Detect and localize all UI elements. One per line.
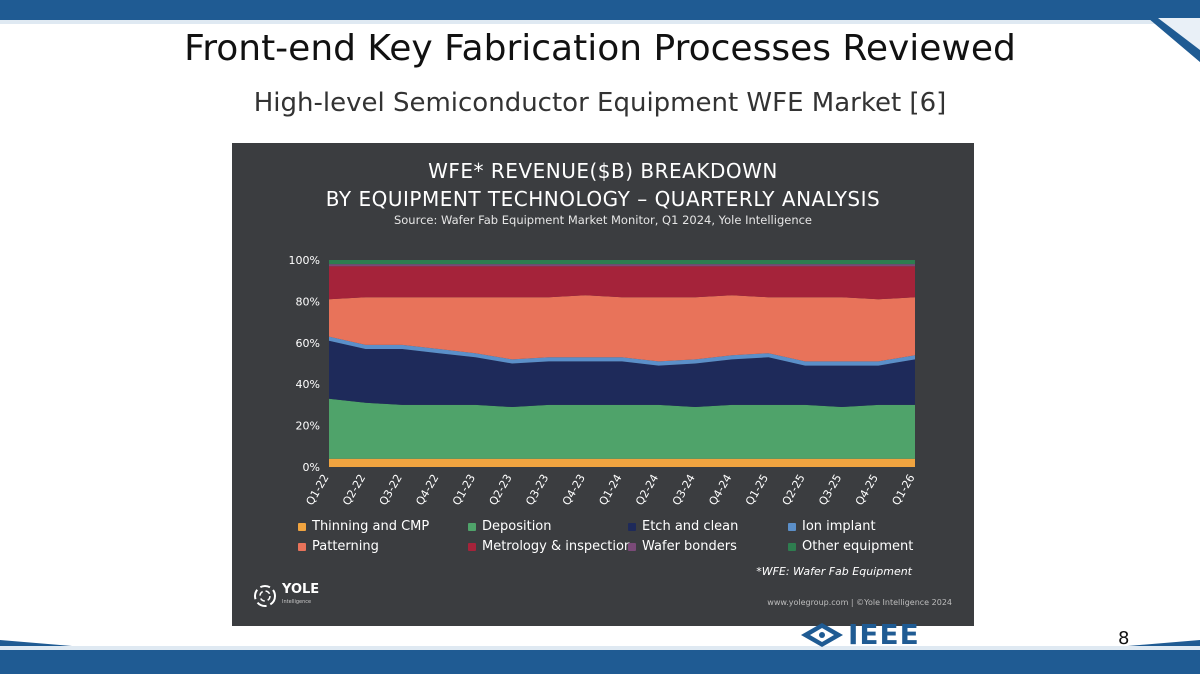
legend-swatch: [628, 522, 636, 531]
legend-label: Patterning: [312, 539, 379, 554]
x-tick-label: Q3-25: [816, 472, 844, 508]
page-number: 8: [1118, 628, 1130, 649]
ieee-logo: IEEE: [800, 618, 920, 651]
y-tick-label: 80%: [296, 295, 320, 308]
area-deposition: [329, 398, 915, 459]
x-tick-label: Q3-22: [377, 472, 405, 508]
legend-label: Wafer bonders: [642, 539, 737, 554]
slide-title: Front-end Key Fabrication Processes Revi…: [184, 28, 1016, 69]
legend-item: Other equipment: [788, 539, 913, 554]
legend-label: Other equipment: [802, 539, 914, 554]
top-band: [0, 0, 1200, 20]
slide-subtitle: High-level Semiconductor Equipment WFE M…: [253, 88, 947, 118]
area-other-equipment: [329, 260, 915, 265]
y-tick-label: 0%: [303, 461, 320, 474]
bottom-band-accent: [0, 646, 1200, 650]
bottom-band: [0, 650, 1200, 674]
ieee-diamond-icon: [801, 622, 843, 647]
legend-swatch: [788, 522, 796, 531]
area-etch-and-clean: [329, 340, 915, 407]
legend-swatch: [628, 542, 636, 551]
ieee-logo-text: IEEE: [848, 618, 920, 651]
x-tick-label: Q1-24: [597, 472, 625, 508]
x-tick-label: Q3-24: [670, 472, 698, 508]
legend-item: Patterning: [298, 539, 379, 554]
area-thinning-and-cmp: [329, 458, 915, 467]
x-tick-label: Q4-25: [853, 472, 881, 508]
legend-label: Metrology & inspection: [482, 539, 633, 554]
x-tick-label: Q4-24: [706, 472, 734, 508]
legend-swatch: [468, 522, 476, 531]
x-tick-label: Q1-25: [743, 472, 771, 508]
area-patterning: [329, 295, 915, 362]
x-tick-label: Q2-24: [633, 472, 661, 508]
legend-item: Metrology & inspection: [468, 539, 632, 554]
legend-item: Thinning and CMP: [298, 519, 429, 534]
x-tick-label: Q1-26: [890, 472, 918, 508]
chart-title-line2: BY EQUIPMENT TECHNOLOGY – QUARTERLY ANAL…: [325, 187, 881, 211]
yole-logo-sub: Intelligence: [282, 599, 312, 605]
yole-logo: YOLE Intelligence: [252, 583, 319, 609]
legend-swatch: [298, 522, 306, 531]
legend-label: Thinning and CMP: [312, 519, 430, 534]
yole-logo-text: YOLE: [282, 582, 320, 597]
y-tick-label: 40%: [296, 378, 320, 391]
area-metrology-inspection: [329, 266, 915, 300]
chart-title-line1: WFE* REVENUE($B) BREAKDOWN: [428, 159, 778, 183]
x-tick-label: Q3-23: [523, 472, 551, 508]
legend-label: Deposition: [482, 519, 552, 534]
x-tick-label: Q4-23: [560, 472, 588, 508]
legend-label: Etch and clean: [642, 519, 739, 534]
legend-item: Wafer bonders: [628, 539, 737, 554]
chart-source: Source: Wafer Fab Equipment Market Monit…: [393, 213, 813, 227]
top-band-accent: [0, 20, 1200, 24]
legend-swatch: [788, 542, 796, 551]
chart-credit: www.yolegroup.com | ©Yole Intelligence 2…: [767, 598, 952, 607]
y-tick-label: 20%: [296, 420, 320, 433]
legend-item: Ion implant: [788, 519, 876, 534]
area-ion-implant: [329, 336, 915, 366]
x-tick-label: Q2-22: [340, 472, 368, 508]
legend-label: Ion implant: [802, 519, 876, 534]
chart-footnote: *WFE: Wafer Fab Equipment: [756, 565, 912, 578]
chart-panel: WFE* REVENUE($B) BREAKDOWN BY EQUIPMENT …: [232, 143, 974, 626]
legend-item: Etch and clean: [628, 519, 738, 534]
x-tick-label: Q4-22: [413, 472, 441, 508]
y-tick-label: 60%: [296, 337, 320, 350]
x-tick-label: Q2-23: [487, 472, 515, 508]
stacked-area-chart: 0% 20% 40% 60% 80% 100% Q1-22 Q2-22 Q3-22 Q4-22 Q1…: [289, 254, 918, 508]
legend-swatch: [298, 542, 306, 551]
area-wafer-bonders: [329, 264, 915, 267]
legend-swatch: [468, 542, 476, 551]
x-tick-label: Q1-23: [450, 472, 478, 508]
x-tick-label: Q2-25: [780, 472, 808, 508]
yole-swirl-icon: [254, 585, 276, 607]
legend-item: Deposition: [468, 519, 552, 534]
y-tick-label: 100%: [289, 254, 320, 267]
x-tick-label: Q1-22: [304, 472, 332, 508]
